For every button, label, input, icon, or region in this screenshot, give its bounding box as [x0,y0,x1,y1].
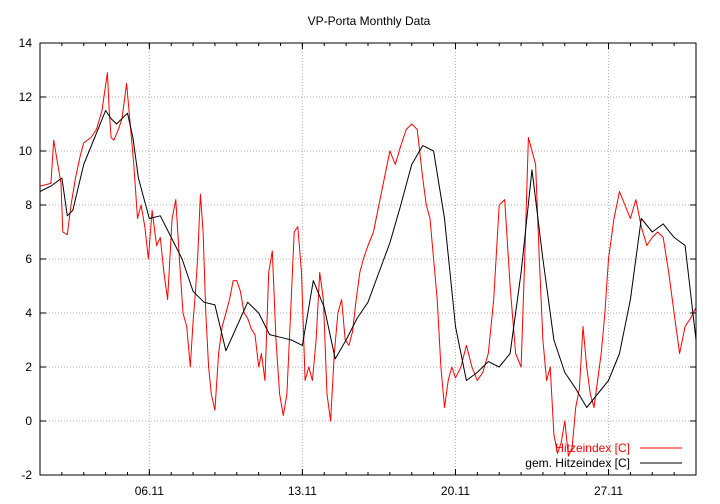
x-tick-label: 20.11 [441,484,470,498]
y-tick-label: 4 [25,306,32,320]
y-tick-label: 6 [25,252,32,266]
y-tick-label: 14 [19,36,33,50]
y-tick-label: 8 [25,198,32,212]
x-tick-label: 06.11 [135,484,164,498]
legend: Hitzeindex [C]gem. Hitzeindex [C] [525,441,682,470]
y-tick-label: -2 [21,468,32,482]
y-tick-label: 10 [19,144,33,158]
series-line-hitzeindex [39,72,697,457]
series-line-gem-hitzeindex [39,110,697,408]
chart-title: VP-Porta Monthly Data [308,14,431,28]
legend-label: Hitzeindex [C] [555,441,630,455]
x-tick-label: 13.11 [288,484,317,498]
legend-label: gem. Hitzeindex [C] [525,456,630,470]
y-tick-label: 0 [25,414,32,428]
x-tick-label: 27.11 [594,484,623,498]
axis-ticks: -2 0 2 4 6 8 10 12 14 06.11 13.11 20.11 27.11 [19,36,696,498]
series-layer [39,72,697,457]
y-tick-label: 2 [25,360,32,374]
y-tick-label: 12 [19,90,33,104]
